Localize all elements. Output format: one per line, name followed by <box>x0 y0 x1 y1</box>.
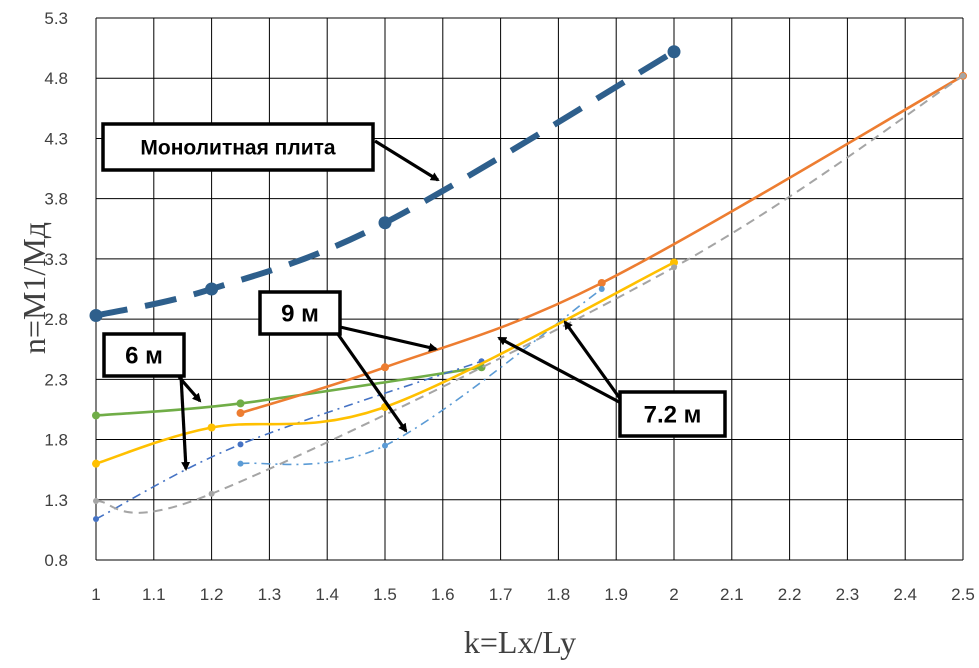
data-point <box>667 45 681 59</box>
series-line <box>95 366 482 417</box>
x-tick-label: 2.4 <box>893 585 917 604</box>
series-line <box>95 261 675 465</box>
data-point <box>93 516 99 523</box>
series-line <box>240 74 964 415</box>
data-point <box>960 72 966 79</box>
x-tick-label: 2 <box>669 585 678 604</box>
series-line <box>95 74 964 514</box>
callout-box: 6 м <box>102 332 186 378</box>
data-point <box>205 282 219 296</box>
series-1 <box>92 363 486 420</box>
y-tick-label: 0.8 <box>44 551 68 570</box>
x-tick-label: 1.9 <box>604 585 628 604</box>
series-line <box>95 360 482 520</box>
callout-arrow <box>374 139 440 182</box>
x-tick-label: 2.2 <box>778 585 802 604</box>
data-point <box>93 497 99 504</box>
data-point <box>92 459 100 468</box>
x-tick-label: 1.3 <box>258 585 282 604</box>
x-tick-label: 1.4 <box>315 585 339 604</box>
x-tick-label: 2.3 <box>836 585 860 604</box>
y-tick-label: 1.8 <box>44 431 68 450</box>
callout-arrow <box>179 375 191 471</box>
data-point <box>671 264 677 271</box>
callout-label: 6 м <box>125 343 163 370</box>
x-tick-label: 1 <box>91 585 100 604</box>
data-point <box>208 490 215 497</box>
callout-label: 9 м <box>281 301 319 328</box>
x-tick-label: 1.5 <box>373 585 397 604</box>
callout-box: 9 м <box>258 290 342 336</box>
series-0 <box>89 45 681 322</box>
callout-label: 7.2 м <box>644 402 702 429</box>
x-tick-label: 1.8 <box>547 585 571 604</box>
x-tick-label: 2.1 <box>720 585 744 604</box>
data-point <box>597 278 606 287</box>
data-point <box>89 308 103 322</box>
x-tick-label: 2.5 <box>951 585 975 604</box>
x-axis-title: k=Lx/Ly <box>464 624 576 660</box>
callout-frame <box>258 290 342 336</box>
data-point <box>92 411 100 420</box>
tick-labels: 1 1.1 1.2 1.3 1.4 1.5 1.6 1.7 1.8 1.9 2 2.1 2.2 2.3 2.… <box>44 9 974 604</box>
callout-frame <box>101 122 375 172</box>
data-point <box>598 286 605 292</box>
data-point <box>237 460 244 467</box>
y-tick-label: 3.8 <box>44 190 68 209</box>
data-point <box>236 399 245 408</box>
series-layer <box>89 45 967 523</box>
data-point <box>237 441 244 448</box>
callout-frame <box>102 332 186 378</box>
y-axis-title: n=M1/Mд <box>16 222 52 354</box>
series-line <box>95 49 676 319</box>
data-point <box>207 423 216 432</box>
series-2 <box>93 358 485 523</box>
y-tick-label: 3.3 <box>44 250 68 269</box>
data-point <box>236 409 245 418</box>
callout-label: Монолитная плита <box>140 137 336 160</box>
y-tick-label: 4.3 <box>44 129 68 148</box>
x-tick-label: 1.7 <box>489 585 513 604</box>
callout-arrow <box>563 320 623 401</box>
y-tick-label: 2.3 <box>44 370 68 389</box>
y-tick-label: 1.3 <box>44 491 68 510</box>
data-point <box>378 216 392 230</box>
data-point <box>670 258 678 267</box>
callout-arrow <box>339 325 438 352</box>
data-point <box>382 442 388 449</box>
x-tick-label: 1.2 <box>200 585 224 604</box>
callout-box: 7.2 м <box>618 390 727 438</box>
grid <box>95 17 964 561</box>
x-tick-label: 1.1 <box>142 585 166 604</box>
callout-frame <box>618 390 727 438</box>
series-4 <box>237 286 605 467</box>
callout-arrow <box>497 336 622 405</box>
x-tick-label: 1.6 <box>431 585 455 604</box>
callout-arrow <box>333 329 408 433</box>
callout-box: Монолитная плита <box>101 122 375 172</box>
y-tick-label: 5.3 <box>44 9 68 28</box>
series-6 <box>93 72 966 514</box>
data-point <box>381 363 389 372</box>
y-tick-label: 4.8 <box>44 69 68 88</box>
y-tick-label: 2.8 <box>44 310 68 329</box>
callouts: Монолитная плита 6 м 9 м 7.2 м <box>101 122 727 471</box>
